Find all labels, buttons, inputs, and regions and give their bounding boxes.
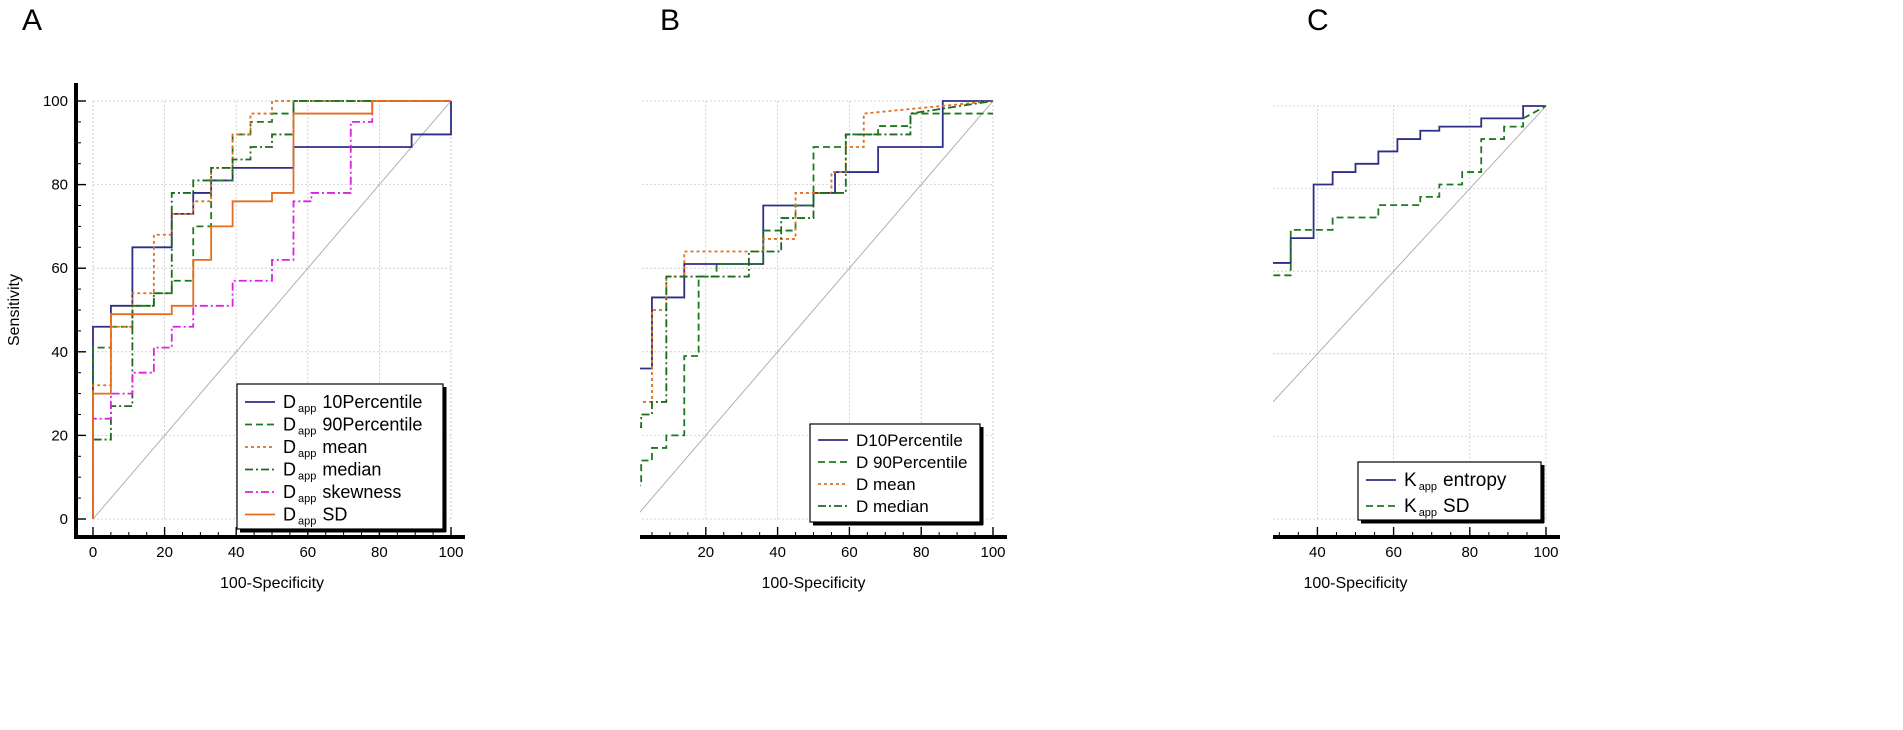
x-tick-label: 100 xyxy=(980,544,1005,561)
panel-letter-b: B xyxy=(660,4,681,37)
y-tick-label: 0 xyxy=(60,511,68,528)
legend-box xyxy=(236,383,444,530)
reference-diagonal xyxy=(1273,105,1547,403)
x-tick-label: 40 xyxy=(769,544,786,561)
x-tick-label: 100 xyxy=(438,544,463,561)
series-line-mean xyxy=(92,100,451,519)
x-tick-label: 0 xyxy=(89,544,97,561)
x-tick-label: 20 xyxy=(697,544,714,561)
x-tick-label: 80 xyxy=(371,544,388,561)
legend-label-d-median: D median xyxy=(856,497,929,516)
y-tick-label: 60 xyxy=(51,260,68,277)
x-tick-label: 20 xyxy=(156,544,173,561)
series-line-d-median xyxy=(640,100,994,428)
x-axis-title: 100-Specificity xyxy=(1303,575,1407,592)
roc-chart-a: 0 20 40 60 80 100 0 20 40 60 80 100 100-Specificity S… xyxy=(6,83,465,592)
legend: D10Percentile D 90Percentile D mean D media… xyxy=(809,423,984,526)
roc-chart-c: 020406080100020406080100100-SpecificityS… xyxy=(1273,105,1560,592)
x-tick-label: 100 xyxy=(1533,544,1558,561)
x-tick-label: 40 xyxy=(228,544,245,561)
reference-diagonal xyxy=(92,100,452,520)
y-tick-label: 80 xyxy=(51,177,68,194)
y-axis-title: Sensitivity xyxy=(6,274,23,346)
series-line-d-90percentile xyxy=(640,112,993,487)
x-axis-title: 100-Specificity xyxy=(761,575,865,592)
legend-label-d10percentile: D10Percentile xyxy=(856,431,963,450)
y-tick-label: 100 xyxy=(43,93,68,110)
series-line-median xyxy=(92,100,451,519)
panel-letter-c: C xyxy=(1307,4,1329,37)
roc-chart-b: 020406080100020406080100100-SpecificityS… xyxy=(640,100,1007,592)
legend-label-d-90percentile: D 90Percentile xyxy=(856,453,968,472)
x-tick-label: 60 xyxy=(299,544,316,561)
x-tick-label: 60 xyxy=(841,544,858,561)
x-tick-label: 40 xyxy=(1309,544,1326,561)
legend-label-d-mean: D mean xyxy=(856,475,916,494)
x-tick-label: 60 xyxy=(1385,544,1402,561)
x-tick-label: 80 xyxy=(1461,544,1478,561)
series-line-sd xyxy=(1273,105,1547,277)
series-line-sd xyxy=(92,100,451,519)
y-tick-label: 40 xyxy=(51,344,68,361)
series-line-d10percentile xyxy=(640,100,993,370)
x-axis-title: 100-Specificity xyxy=(220,575,324,592)
y-tick-label: 20 xyxy=(51,427,68,444)
reference-diagonal xyxy=(640,100,994,513)
x-tick-label: 80 xyxy=(913,544,930,561)
series-line-entropy xyxy=(1273,105,1546,264)
legend-box xyxy=(1357,461,1542,521)
series-line-skewness xyxy=(92,100,451,519)
panel-letter-a: A xyxy=(22,4,43,37)
series-line-10percentile xyxy=(92,101,452,519)
